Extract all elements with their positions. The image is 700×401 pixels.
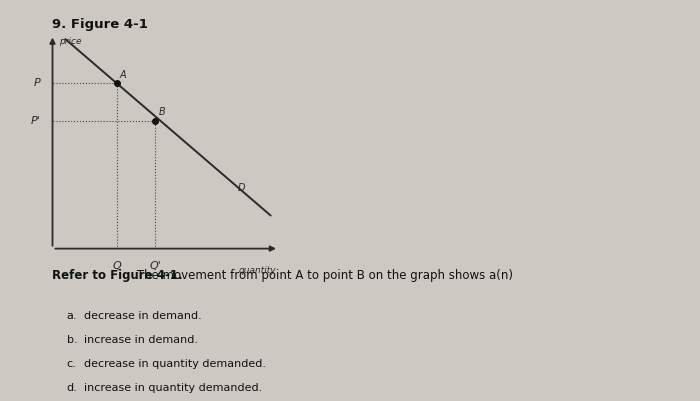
Text: 9. Figure 4-1: 9. Figure 4-1 [52,18,148,31]
Text: B: B [158,107,165,117]
Text: quantity: quantity [239,266,276,275]
Text: Q: Q [112,261,121,271]
Text: The movement from point A to point B on the graph shows a(n): The movement from point A to point B on … [133,269,513,282]
Text: decrease in quantity demanded.: decrease in quantity demanded. [84,359,266,369]
Text: price: price [59,37,81,46]
Text: b.: b. [66,335,77,345]
Text: P': P' [32,116,41,126]
Text: increase in demand.: increase in demand. [84,335,198,345]
Text: c.: c. [66,359,76,369]
Text: increase in quantity demanded.: increase in quantity demanded. [84,383,262,393]
Text: A: A [120,70,127,80]
Text: decrease in demand.: decrease in demand. [84,311,202,321]
Text: Q': Q' [149,261,161,271]
Text: Refer to Figure 4-1.: Refer to Figure 4-1. [52,269,183,282]
Text: d.: d. [66,383,77,393]
Text: P: P [34,78,41,88]
Text: a.: a. [66,311,77,321]
Text: D: D [237,183,245,193]
